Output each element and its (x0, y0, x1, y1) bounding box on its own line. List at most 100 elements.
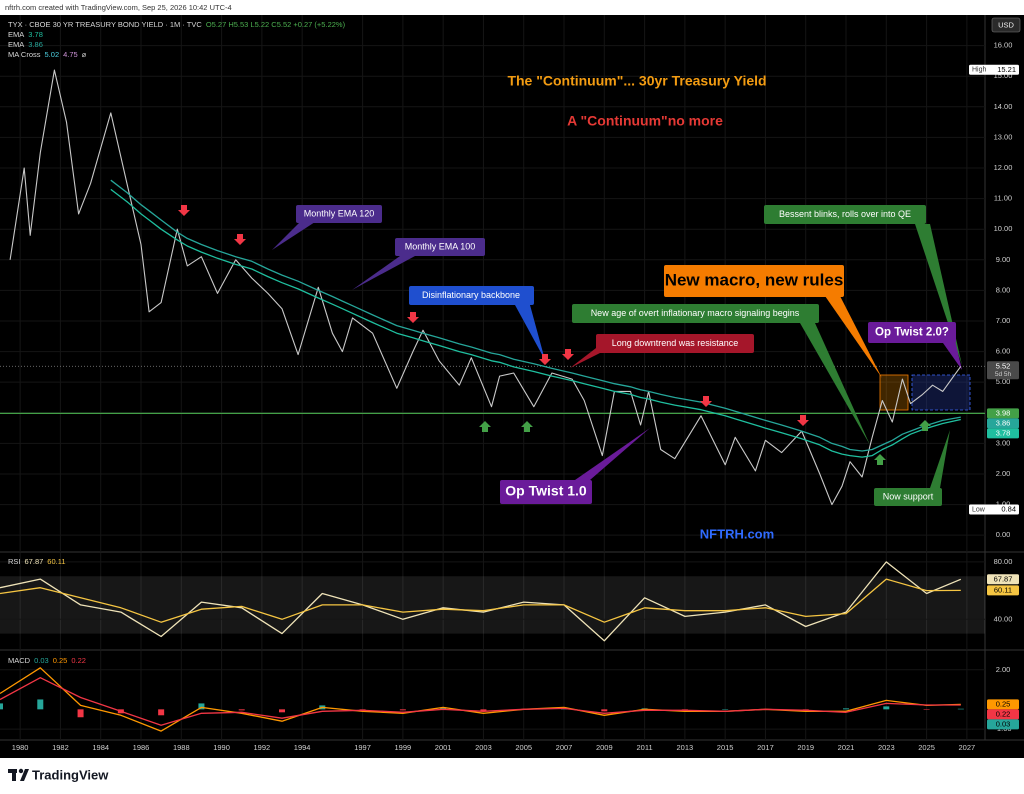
chart-background (0, 15, 1024, 758)
value-label: 3.86 (996, 418, 1011, 427)
legend-value: 3.86 (28, 40, 43, 49)
currency-box (991, 17, 1021, 33)
histogram-bar (440, 707, 447, 710)
legend-value: 4.75 (63, 50, 78, 59)
y-tick-label: 80.00 (994, 557, 1013, 566)
callout-box (868, 322, 956, 343)
legend-row: EMA 3.86 (8, 40, 43, 49)
x-tick-label: 2001 (435, 743, 452, 752)
y-tick-label: 1.00 (996, 500, 1011, 509)
x-tick-label: 1986 (133, 743, 150, 752)
histogram-bar (77, 709, 84, 718)
histogram-bar (480, 709, 487, 712)
annotation-text: New macro, new rules (665, 270, 844, 289)
callout-pointer (272, 222, 315, 250)
x-tick-label: 2015 (717, 743, 734, 752)
callout-box (395, 238, 485, 256)
x-tick-label: 1982 (52, 743, 69, 752)
x-tick-label: 1994 (294, 743, 311, 752)
down-arrow (407, 312, 419, 323)
y-tick-label: 10.00 (994, 224, 1013, 233)
histogram-bar (399, 709, 406, 711)
y-tick-label: 14.00 (994, 102, 1013, 111)
legend-row: RSI 67.87 60.11 (8, 557, 66, 566)
y-tick-label: 2.00 (996, 469, 1011, 478)
legend-flag: ⌀ (81, 50, 87, 59)
annotation-text: Op Twist 2.0? (875, 327, 949, 339)
x-tick-label: 2027 (959, 743, 976, 752)
annotation-text: Bessent blinks, rolls over into QE (779, 209, 911, 219)
legend-row: MA Cross 5.02 4.75 ⌀ (8, 50, 86, 59)
annotation-text: Disinflationary backbone (422, 290, 520, 300)
x-tick-label: 2009 (596, 743, 613, 752)
annotation: Monthly EMA 120 Monthly EMA 100 Disinfla… (272, 205, 962, 506)
series-line (0, 677, 961, 726)
logo-part (20, 769, 29, 781)
callout-pointer (800, 323, 870, 445)
value-label: 15.21 (997, 65, 1016, 74)
series-line (110, 188, 961, 458)
x-tick-label: 1997 (354, 743, 371, 752)
y-tick-label: 11.00 (994, 194, 1012, 203)
histogram-bar (923, 709, 930, 710)
callout-box (596, 334, 754, 353)
series-line (0, 578, 961, 623)
series-line (110, 179, 961, 452)
x-tick-label: 2011 (637, 743, 653, 752)
x-tick-label: 2021 (838, 743, 855, 752)
callout-pointer (943, 340, 962, 370)
y-tick-label: 16.00 (994, 41, 1013, 50)
histogram-bar (0, 703, 3, 710)
value-box (987, 361, 1019, 380)
y-tick-label: 5.00 (996, 377, 1011, 386)
value-box (987, 719, 1019, 730)
range-box (911, 374, 971, 411)
callout-box (664, 265, 844, 297)
histogram-bar (843, 708, 850, 710)
callout-box (572, 304, 819, 323)
down-arrow (178, 205, 190, 216)
callout-pointer (352, 256, 415, 290)
value-label: 67.87 (994, 574, 1013, 583)
brand-logo (8, 768, 29, 781)
down-arrow (700, 396, 712, 407)
chart-subtitle: A "Continuum"no more (567, 113, 723, 129)
callout-pointer (575, 428, 650, 480)
value-label: 0.03 (996, 719, 1011, 728)
legend-name: EMA (8, 40, 25, 49)
value-label: 0.22 (996, 709, 1011, 718)
legend-value: 67.87 (24, 557, 44, 566)
y-tick-label: 8.00 (996, 285, 1011, 294)
up-arrow (521, 421, 533, 432)
up-arrow (919, 420, 931, 431)
legend-name: RSI (8, 557, 21, 566)
x-tick-label: 2019 (797, 743, 814, 752)
legend-row: TYX · CBOE 30 YR TREASURY BOND YIELD · 1… (8, 20, 345, 29)
x-tick-label: 1980 (12, 743, 29, 752)
legend-value: 0.22 (71, 656, 86, 665)
down-arrow (539, 354, 551, 365)
x-tick-label: 1992 (254, 743, 271, 752)
attribution: nftrh.com created with TradingView.com, … (5, 3, 232, 12)
annotation-text: Op Twist 1.0 (505, 483, 587, 499)
callout-pointer (930, 430, 950, 488)
x-tick-label: 2007 (556, 743, 573, 752)
x-tick-label: 2017 (757, 743, 774, 752)
series-line (0, 561, 962, 642)
histogram-bar (722, 709, 729, 710)
annotation-text: Now support (883, 491, 934, 501)
ohlc: O5.27 H5.53 L5.22 C5.52 +0.27 (+5.22%) (205, 20, 346, 29)
x-tick-label: 2005 (515, 743, 532, 752)
logo-part (12, 769, 16, 781)
annotation-text: Long downtrend was resistance (612, 338, 739, 348)
x-tick-label: 2023 (878, 743, 895, 752)
value-box (987, 709, 1019, 720)
up-arrow (479, 421, 491, 432)
y-tick-label: 9.00 (996, 255, 1011, 264)
series-line (0, 667, 961, 732)
callout-pointer (570, 345, 600, 368)
histogram-bar (198, 703, 205, 710)
legend-row: EMA 3.78 (8, 30, 43, 39)
value-box (987, 585, 1019, 596)
